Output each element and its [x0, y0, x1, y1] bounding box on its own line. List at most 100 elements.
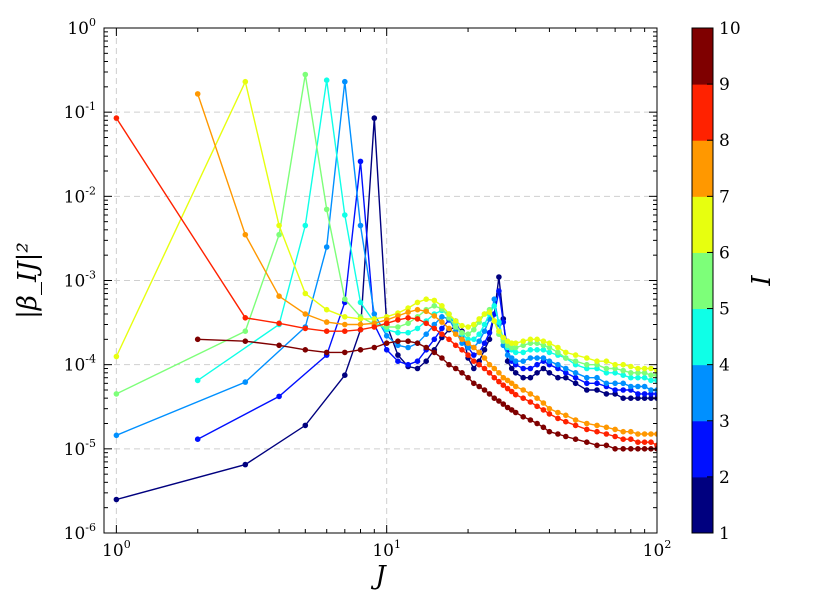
- data-point: [414, 325, 421, 332]
- data-point: [648, 391, 654, 397]
- data-point: [546, 349, 553, 356]
- data-point: [563, 355, 569, 361]
- data-point: [648, 372, 654, 379]
- data-point: [471, 321, 477, 328]
- data-point: [496, 319, 502, 325]
- data-point: [357, 158, 364, 165]
- x-tick-label: 101: [372, 538, 401, 561]
- data-point: [555, 374, 561, 381]
- data-point: [323, 206, 330, 213]
- data-point: [439, 314, 445, 320]
- data-point: [446, 325, 452, 332]
- data-point: [302, 311, 309, 317]
- data-point: [452, 365, 459, 372]
- data-point: [431, 325, 438, 332]
- data-point: [371, 324, 378, 330]
- data-point: [342, 372, 348, 379]
- data-point: [481, 328, 488, 335]
- data-point: [465, 352, 471, 358]
- data-point: [491, 395, 498, 402]
- data-point: [476, 361, 483, 368]
- data-point: [512, 344, 519, 351]
- data-point: [496, 378, 502, 385]
- data-point: [635, 446, 641, 452]
- data-point: [612, 426, 618, 433]
- data-point: [534, 370, 540, 376]
- colorbar-tick-label: 8: [719, 131, 730, 151]
- data-point: [555, 431, 561, 437]
- data-point: [584, 355, 590, 361]
- data-point: [635, 370, 641, 376]
- data-point: [508, 340, 515, 347]
- data-point: [512, 391, 519, 398]
- data-point: [323, 349, 330, 356]
- y-tick-label: 10-4: [64, 353, 96, 376]
- data-point: [612, 433, 618, 440]
- data-point: [648, 387, 654, 393]
- data-point: [520, 374, 526, 381]
- data-point: [423, 358, 430, 365]
- data-point: [504, 377, 511, 384]
- x-axis-title: J: [370, 561, 387, 591]
- data-point: [620, 361, 626, 368]
- data-point: [414, 340, 421, 347]
- series-line: [197, 80, 657, 382]
- data-point: [628, 383, 634, 390]
- data-point: [465, 324, 471, 330]
- data-point: [635, 374, 641, 381]
- data-point: [540, 355, 547, 361]
- data-point: [534, 395, 540, 402]
- data-point: [342, 296, 348, 303]
- data-point: [323, 77, 330, 83]
- data-point: [563, 374, 569, 381]
- data-point: [496, 274, 502, 280]
- data-point: [641, 446, 648, 452]
- data-point: [423, 331, 430, 338]
- data-point: [555, 344, 561, 351]
- data-point: [476, 383, 483, 390]
- data-point: [500, 374, 507, 381]
- data-point: [459, 347, 465, 353]
- data-point: [520, 365, 526, 372]
- data-point: [113, 391, 120, 397]
- data-point: [486, 391, 493, 397]
- data-point: [471, 326, 477, 333]
- data-point: [620, 372, 626, 379]
- data-point: [603, 358, 610, 365]
- data-point: [357, 347, 364, 353]
- data-point: [431, 336, 438, 343]
- data-point: [584, 426, 590, 433]
- data-point: [405, 305, 411, 311]
- y-axis-label: |β_IJ|²: [13, 242, 43, 319]
- data-point: [603, 370, 610, 376]
- data-point: [534, 355, 540, 361]
- data-point: [423, 308, 430, 315]
- data-point: [508, 365, 515, 372]
- colorbar-segment: [692, 420, 713, 478]
- data-point: [572, 380, 579, 387]
- data-point: [641, 395, 648, 402]
- data-point: [628, 436, 634, 443]
- data-point: [395, 313, 401, 319]
- data-point: [459, 370, 465, 376]
- colorbar-tick-label: 9: [719, 75, 730, 95]
- data-point: [323, 244, 330, 250]
- data-point: [481, 311, 488, 317]
- data-point: [628, 395, 634, 402]
- data-point: [612, 361, 618, 368]
- data-point: [620, 428, 626, 435]
- data-point: [276, 231, 282, 238]
- data-point: [648, 377, 654, 384]
- data-point: [481, 387, 488, 393]
- data-point: [594, 442, 600, 449]
- data-point: [635, 431, 641, 437]
- colorbar-segment: [692, 84, 713, 141]
- data-point: [635, 383, 641, 390]
- data-point: [276, 293, 282, 300]
- data-point: [342, 78, 348, 85]
- data-point: [194, 377, 201, 384]
- data-point: [527, 399, 534, 405]
- data-point: [446, 336, 452, 343]
- data-point: [641, 383, 648, 390]
